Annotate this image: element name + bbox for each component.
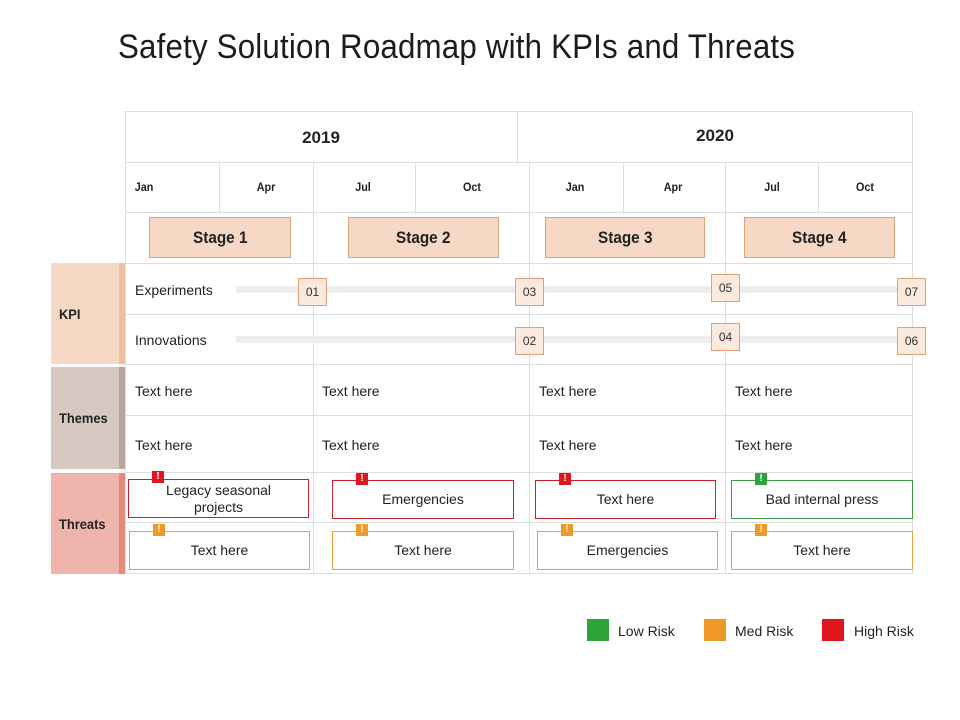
threat-box: Text here: [535, 480, 716, 519]
threat-box: Emergencies: [332, 480, 514, 519]
med-risk-swatch: [704, 619, 726, 641]
kpi-marker: 04: [711, 323, 740, 351]
month-label: Jan: [134, 180, 154, 194]
threats-row-label: Threats: [51, 473, 125, 574]
theme-text: Text here: [735, 437, 793, 453]
kpi-marker: 05: [711, 274, 740, 302]
kpi-marker: 06: [897, 327, 926, 355]
themes-row-label: Themes: [51, 367, 125, 469]
threat-box: Text here: [731, 531, 913, 570]
legend-low-label: Low Risk: [618, 623, 675, 639]
year-2019: 2019: [302, 128, 340, 147]
stage-4-box: Stage 4: [744, 217, 895, 258]
threat-box: Text here: [129, 531, 310, 570]
theme-text: Text here: [135, 383, 193, 399]
high-risk-icon: !: [559, 473, 571, 485]
kpi-row-label: KPI: [51, 263, 125, 364]
stage-3-box: Stage 3: [545, 217, 705, 258]
kpi-experiments-track: [236, 286, 912, 293]
kpi-marker: 03: [515, 278, 544, 306]
theme-text: Text here: [539, 383, 597, 399]
kpi-innovations-track: [236, 336, 912, 343]
theme-text: Text here: [322, 437, 380, 453]
page-title: Safety Solution Roadmap with KPIs and Th…: [118, 28, 796, 66]
month-label: Apr: [663, 180, 683, 194]
theme-text: Text here: [539, 437, 597, 453]
stage-label: Stage 3: [597, 227, 653, 247]
stage-label: Stage 2: [396, 227, 451, 247]
year-2020: 2020: [696, 126, 734, 145]
theme-text: Text here: [322, 383, 380, 399]
threat-box: Text here: [332, 531, 514, 570]
threat-box: Bad internal press: [731, 480, 913, 519]
kpi-marker: 01: [298, 278, 327, 306]
kpi-innovations-label: Innovations: [135, 332, 207, 348]
threat-box: Emergencies: [537, 531, 718, 570]
stage-label: Stage 4: [792, 227, 847, 247]
kpi-experiments-label: Experiments: [135, 282, 213, 298]
month-label: Oct: [462, 180, 481, 194]
threat-box: Legacy seasonal projects: [128, 479, 309, 518]
month-label: Jul: [355, 180, 371, 194]
low-risk-icon: !: [755, 473, 767, 485]
med-risk-icon: !: [153, 524, 165, 536]
low-risk-swatch: [587, 619, 609, 641]
high-risk-icon: !: [356, 473, 368, 485]
high-risk-swatch: [822, 619, 844, 641]
month-label: Oct: [855, 180, 874, 194]
theme-text: Text here: [135, 437, 193, 453]
legend-med-label: Med Risk: [735, 623, 794, 639]
kpi-marker: 07: [897, 278, 926, 306]
month-label: Jul: [764, 180, 780, 194]
stage-label: Stage 1: [192, 227, 248, 247]
stage-2-box: Stage 2: [348, 217, 499, 258]
med-risk-icon: !: [356, 524, 368, 536]
month-label: Jan: [565, 180, 585, 194]
med-risk-icon: !: [755, 524, 767, 536]
kpi-marker: 02: [515, 327, 544, 355]
med-risk-icon: !: [561, 524, 573, 536]
legend-high-label: High Risk: [854, 623, 914, 639]
high-risk-icon: !: [152, 471, 164, 483]
month-label: Apr: [256, 180, 276, 194]
stage-1-box: Stage 1: [149, 217, 291, 258]
theme-text: Text here: [735, 383, 793, 399]
